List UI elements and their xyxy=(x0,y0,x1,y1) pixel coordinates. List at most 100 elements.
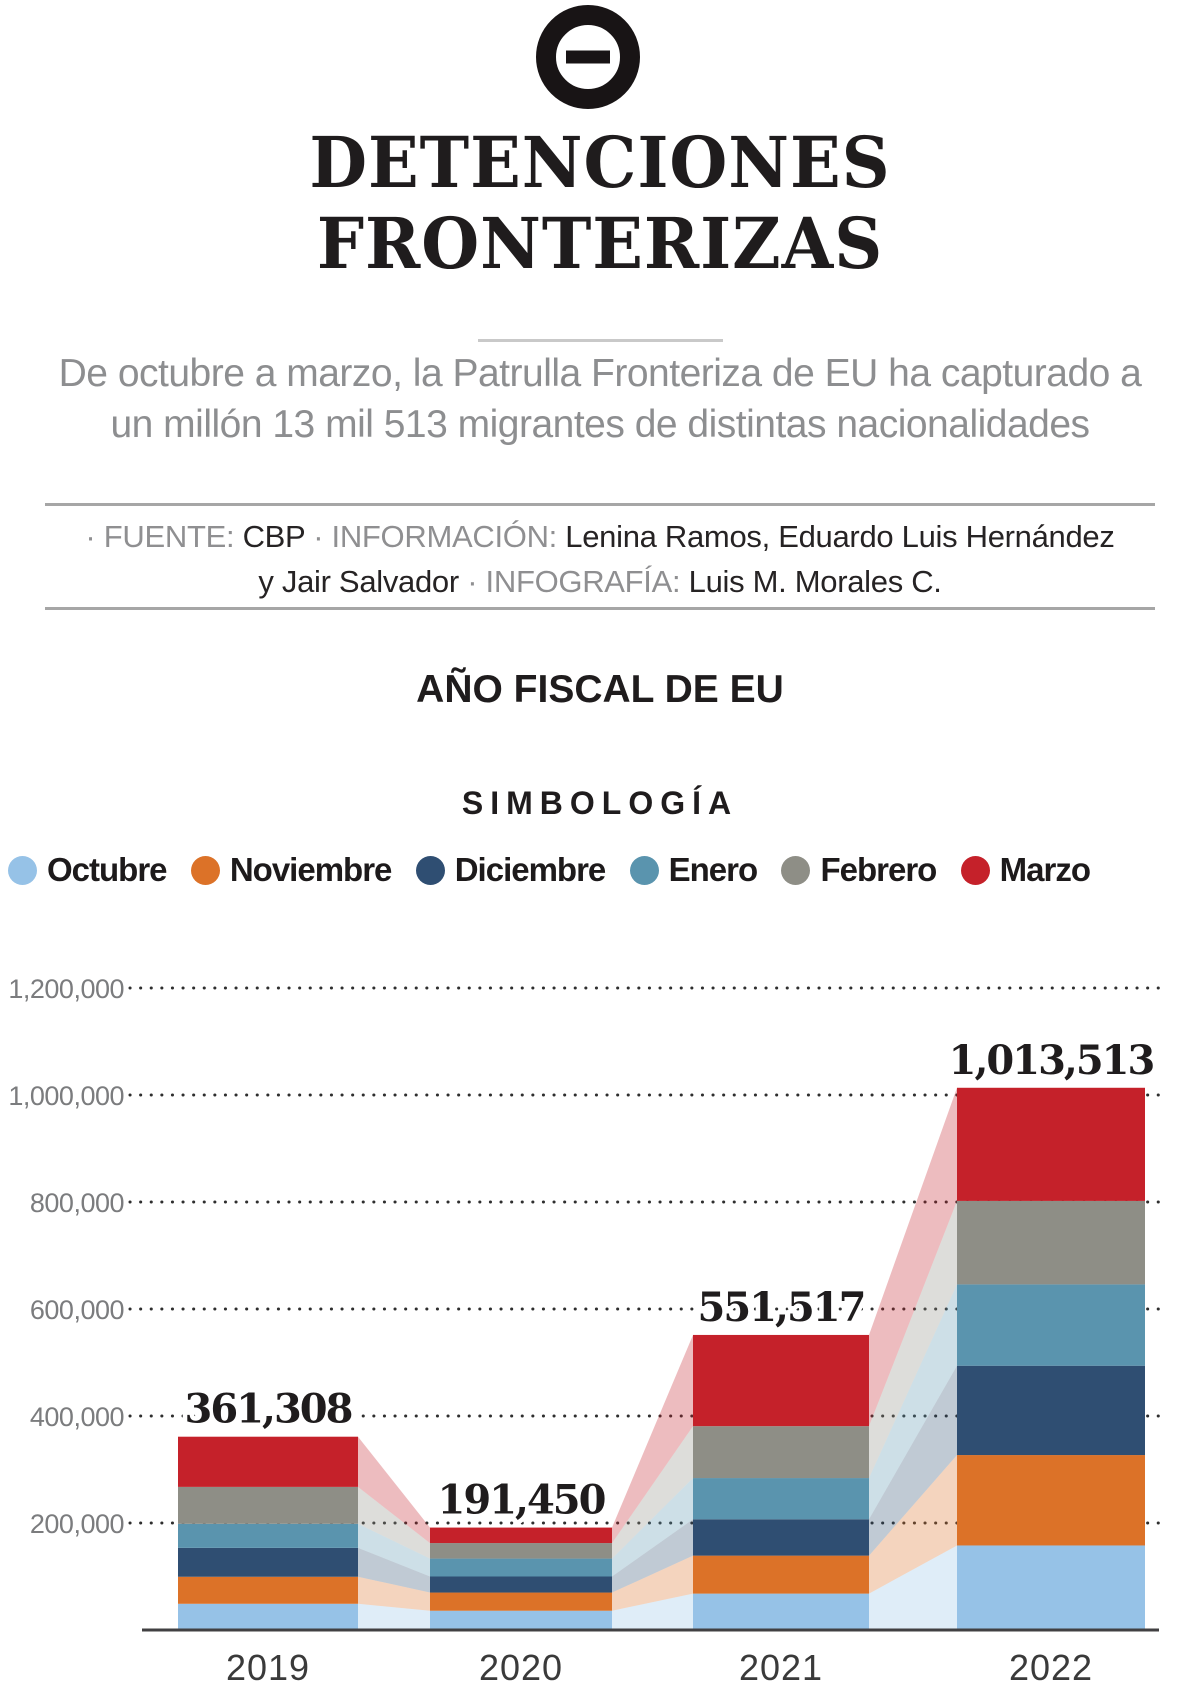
bar-2020-noviembre xyxy=(430,1592,612,1611)
legend-dot-icon xyxy=(629,855,659,885)
credits-rule-bottom xyxy=(45,607,1155,610)
bar-2022-febrero xyxy=(957,1200,1145,1285)
flow-band-febrero xyxy=(612,1426,693,1559)
credits-line: y Jair Salvador · INFOGRAFÍA: Luis M. Mo… xyxy=(0,559,1200,604)
flow-band-diciembre xyxy=(612,1519,693,1593)
y-axis-tick-label: 800,000 xyxy=(30,1188,124,1218)
x-axis-category-label: 2019 xyxy=(226,1647,310,1688)
bar-total-label-2022: 1,013,513 xyxy=(949,1037,1154,1084)
title-line-2: FRONTERIZAS xyxy=(316,202,884,285)
legend-item-enero: Enero xyxy=(629,851,759,889)
flow-band-octubre xyxy=(358,1603,430,1630)
bar-2019-febrero xyxy=(178,1486,358,1524)
legend-heading: SIMBOLOGÍA xyxy=(461,785,739,821)
x-axis-category-label: 2022 xyxy=(1009,1647,1093,1688)
bar-2022-noviembre xyxy=(957,1455,1145,1546)
bar-2020-diciembre xyxy=(430,1576,612,1593)
legend-label: Octubre xyxy=(47,851,168,888)
legend-item-marzo: Marzo xyxy=(960,851,1091,889)
legend-label: Febrero xyxy=(820,851,937,888)
bar-2021-noviembre xyxy=(693,1555,869,1594)
bar-2020-febrero xyxy=(430,1543,612,1559)
legend-item-febrero: Febrero xyxy=(781,851,937,889)
bar-2021-octubre xyxy=(693,1593,869,1630)
flow-band-febrero xyxy=(869,1200,957,1479)
legend: Octubre Noviembre Diciembre Enero Febrero Mar… xyxy=(8,851,1091,889)
legend-dot-icon xyxy=(190,855,220,885)
bar-2020-enero xyxy=(430,1558,612,1577)
flow-band-noviembre xyxy=(869,1455,957,1594)
bar-2019-enero xyxy=(178,1523,358,1548)
bar-2020-octubre xyxy=(430,1610,612,1630)
bar-2022-marzo xyxy=(957,1087,1145,1201)
credit-label: · FUENTE: xyxy=(85,519,243,554)
bar-2021-diciembre xyxy=(693,1519,869,1556)
credit-value: y Jair Salvador xyxy=(258,564,459,599)
title-divider xyxy=(478,339,723,342)
credit-value: CBP xyxy=(242,519,306,554)
subtitle: De octubre a marzo, la Patrulla Fronteri… xyxy=(0,348,1200,450)
credits-line: · FUENTE: CBP · INFORMACIÓN: Lenina Ramo… xyxy=(0,514,1200,559)
credit-label: · INFOGRAFÍA: xyxy=(458,564,689,599)
credit-label: · INFORMACIÓN: xyxy=(304,519,566,554)
credits: · FUENTE: CBP · INFORMACIÓN: Lenina Ramo… xyxy=(0,514,1200,604)
legend-item-diciembre: Diciembre xyxy=(415,851,607,889)
fiscal-year-heading: AÑO FISCAL DE EU xyxy=(416,668,784,711)
bar-total-label-2020: 191,450 xyxy=(438,1477,605,1524)
flow-band-enero xyxy=(358,1523,430,1577)
y-axis-tick-label: 400,000 xyxy=(30,1402,124,1432)
flow-band-febrero xyxy=(358,1486,430,1559)
legend-dot-icon xyxy=(781,855,811,885)
page-title: DETENCIONES FRONTERIZAS xyxy=(30,122,1170,284)
legend-label: Noviembre xyxy=(229,851,393,888)
credit-value: Luis M. Morales C. xyxy=(688,564,942,599)
flow-band-marzo xyxy=(358,1436,430,1544)
bar-2020-marzo xyxy=(430,1527,612,1544)
y-axis-tick-label: 1,200,000 xyxy=(8,974,124,1004)
bar-2021-marzo xyxy=(693,1334,869,1427)
subtitle-line-1: De octubre a marzo, la Patrulla Fronteri… xyxy=(58,352,1142,395)
flow-band-noviembre xyxy=(612,1555,693,1611)
legend-dot-icon xyxy=(8,855,37,885)
y-axis-tick-label: 600,000 xyxy=(30,1295,124,1325)
bar-2021-febrero xyxy=(693,1426,869,1479)
credits-rule-top xyxy=(45,503,1155,506)
bar-2021-enero xyxy=(693,1478,869,1520)
flow-band-enero xyxy=(869,1284,957,1520)
x-axis-category-label: 2020 xyxy=(479,1647,563,1688)
flow-band-noviembre xyxy=(358,1576,430,1611)
legend-dot-icon xyxy=(415,855,445,885)
bar-2019-marzo xyxy=(178,1436,358,1487)
bar-total-label-2021: 551,517 xyxy=(698,1284,865,1331)
minus-icon xyxy=(566,50,610,64)
credit-value: Lenina Ramos, Eduardo Luis Hernández xyxy=(565,519,1115,554)
legend-item-noviembre: Noviembre xyxy=(190,851,393,889)
flow-band-octubre xyxy=(612,1593,693,1630)
legend-label: Enero xyxy=(668,851,759,888)
flow-band-marzo xyxy=(612,1334,693,1544)
title-line-1: DETENCIONES xyxy=(309,121,891,204)
subtitle-line-2: un millón 13 mil 513 migrantes de distin… xyxy=(110,403,1090,446)
bar-2022-enero xyxy=(957,1284,1145,1366)
flow-band-diciembre xyxy=(869,1365,957,1556)
flow-band-diciembre xyxy=(358,1547,430,1593)
flow-band-marzo xyxy=(869,1087,957,1427)
legend-dot-icon xyxy=(960,855,990,885)
bar-2019-diciembre xyxy=(178,1547,358,1577)
legend-label: Diciembre xyxy=(454,851,607,888)
flow-band-octubre xyxy=(869,1545,957,1630)
y-axis-tick-label: 1,000,000 xyxy=(8,1081,124,1111)
y-axis-tick-label: 200,000 xyxy=(30,1509,124,1539)
circle-minus-logo xyxy=(536,5,640,109)
bar-2022-diciembre xyxy=(957,1365,1145,1456)
x-axis-category-label: 2021 xyxy=(739,1647,823,1688)
legend-label: Marzo xyxy=(999,851,1091,888)
bar-2019-octubre xyxy=(178,1603,358,1630)
bar-total-label-2019: 361,308 xyxy=(185,1386,352,1433)
legend-item-octubre: Octubre xyxy=(8,851,168,889)
detentions-chart: 200,000 400,000 600,000 800,000 1,000,000 1,2… xyxy=(8,974,1165,1688)
bar-2019-noviembre xyxy=(178,1576,358,1604)
flow-band-enero xyxy=(612,1478,693,1577)
bar-2022-octubre xyxy=(957,1545,1145,1630)
